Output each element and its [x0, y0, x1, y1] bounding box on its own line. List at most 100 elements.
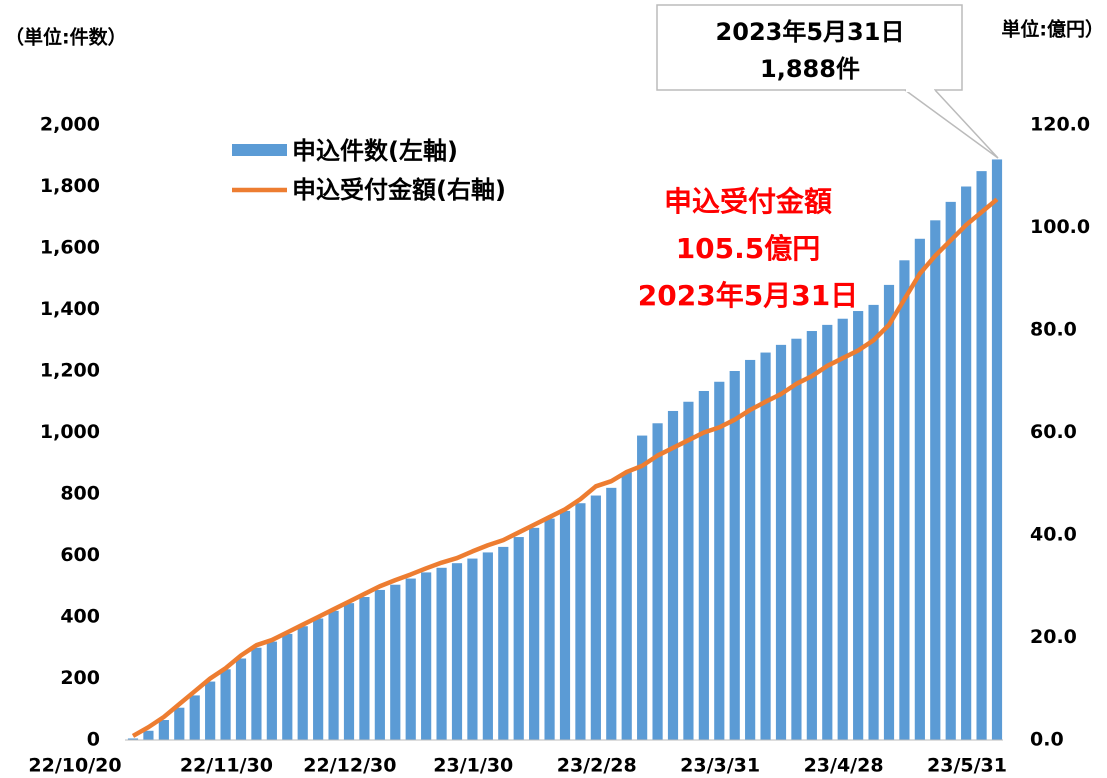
bar [883, 284, 895, 740]
y-tick-label: 80.0 [1030, 319, 1077, 341]
bar [220, 669, 231, 740]
bar [189, 695, 200, 740]
bar [482, 552, 493, 740]
callout-text: 2023年5月31日 [716, 18, 905, 46]
legend-label: 申込受付金額(右軸) [292, 176, 506, 204]
y-tick-label: 1,800 [40, 175, 100, 197]
bar [899, 260, 910, 740]
bar [590, 495, 601, 740]
y-tick-label: 1,200 [40, 360, 100, 382]
bar [683, 401, 694, 740]
legend-label: 申込件数(左軸) [292, 137, 458, 165]
bar [575, 503, 586, 740]
bar [714, 381, 725, 740]
bar [791, 338, 802, 740]
bar [729, 371, 740, 740]
bar [174, 707, 185, 740]
y-tick-label: 0 [87, 729, 100, 751]
legend-swatch [232, 144, 287, 156]
bar [205, 681, 216, 740]
bar [945, 201, 956, 740]
bar [328, 610, 339, 740]
x-tick-label: 23/4/28 [804, 755, 884, 777]
bar [637, 435, 648, 740]
bar [559, 510, 571, 740]
y-tick-label: 40.0 [1030, 524, 1077, 546]
x-tick-label: 22/10/20 [28, 755, 121, 777]
callout-pointer [904, 89, 999, 159]
bar [266, 641, 277, 740]
x-tick-label: 22/11/30 [180, 755, 273, 777]
bar [837, 318, 848, 740]
bar [421, 572, 432, 740]
bar [991, 159, 1003, 740]
annotation: 申込受付金額 [664, 185, 832, 218]
bar [775, 344, 787, 740]
bar [467, 558, 478, 740]
bar [143, 730, 154, 740]
annotation: 105.5億円 [676, 232, 821, 265]
bar [868, 304, 879, 740]
bar [745, 359, 756, 740]
bar [806, 331, 817, 740]
y-tick-label: 400 [60, 606, 100, 628]
y-tick-label: 0.0 [1030, 729, 1064, 751]
bar [513, 537, 524, 740]
bar [822, 324, 833, 740]
bar [282, 633, 293, 740]
line-series [131, 197, 999, 738]
y-tick-label: 600 [60, 544, 100, 566]
x-tick-label: 23/5/31 [927, 755, 1007, 777]
bar [698, 390, 709, 740]
bar [313, 618, 324, 740]
bar [853, 311, 864, 740]
y-tick-label: 800 [60, 483, 100, 505]
bar [544, 518, 555, 740]
plot: 0 200 400 600 800 1,000 1,200 1,400 1,600 1,800 2,… [28, 114, 1090, 777]
y-tick-label: 20.0 [1030, 626, 1077, 648]
bar [529, 527, 540, 740]
y-tick-label: 2,000 [40, 114, 100, 136]
x-tick-label: 23/3/31 [680, 755, 760, 777]
bar [914, 238, 925, 740]
bar [405, 578, 416, 740]
bar [976, 171, 987, 740]
bar [930, 220, 941, 740]
unit-right: 単位:億円） [1001, 18, 1104, 41]
y-tick-label: 100.0 [1030, 216, 1090, 238]
bar [621, 472, 632, 740]
unit-left: （単位:件数） [5, 26, 127, 49]
x-tick-label: 23/2/28 [557, 755, 637, 777]
y-tick-label: 1,000 [40, 421, 100, 443]
bar [451, 563, 463, 740]
bar [127, 738, 139, 740]
bar [498, 546, 509, 740]
bar [374, 589, 385, 740]
bar [343, 603, 355, 740]
y-tick-label: 120.0 [1030, 114, 1090, 136]
bar [235, 658, 247, 740]
callout-text: 1,888件 [760, 55, 860, 83]
bar [359, 597, 370, 740]
bar [158, 720, 169, 740]
y-tick-label: 60.0 [1030, 421, 1077, 443]
bar [667, 410, 679, 740]
bar [297, 626, 308, 740]
y-tick-label: 1,400 [40, 298, 100, 320]
bar [390, 584, 401, 740]
y-tick-label: 200 [60, 667, 100, 689]
bar [606, 487, 617, 740]
bar [961, 186, 972, 740]
overlay: 申込件数(左軸) 申込受付金額(右軸) 申込受付金額 105.5億円 2023年5月31… [232, 137, 858, 312]
callout-gap [906, 87, 934, 92]
annotation: 2023年5月31日 [638, 279, 858, 312]
bar [251, 647, 262, 740]
bar [760, 352, 771, 740]
x-tick-label: 22/12/30 [303, 755, 396, 777]
x-tick-label: 23/1/30 [433, 755, 513, 777]
bar [652, 423, 663, 740]
callout-box [656, 4, 963, 91]
y-tick-label: 1,600 [40, 237, 100, 259]
bar [436, 567, 447, 740]
